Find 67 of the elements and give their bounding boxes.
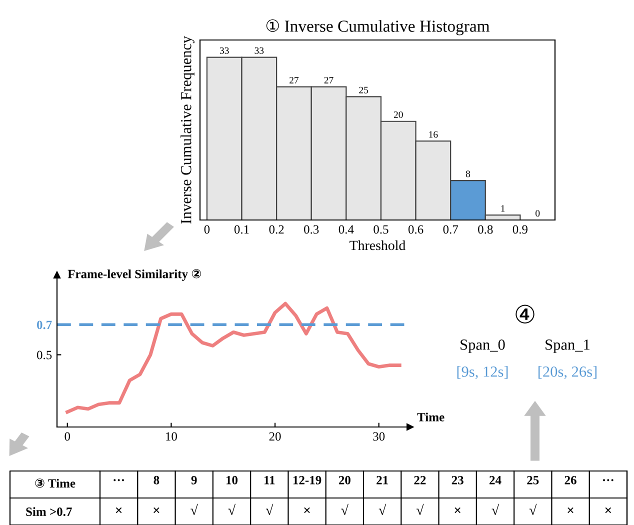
x-tick-label: 30 [373,432,385,441]
text: × [605,507,612,514]
x-tick-label: 22 [414,476,426,484]
x-axis-title: Threshold [350,240,406,250]
x-tick-label: 24 [490,476,502,484]
data-label: 33 [220,47,229,54]
line-series [66,302,402,414]
y-tick-label: 0.7 [36,320,52,330]
text: × [568,507,574,514]
x-tick-label: 0.2 [269,225,284,234]
x-tick-label: 11 [264,476,275,484]
data-label: 8 [466,170,470,178]
x-tick-label: 26 [564,476,576,484]
text: √ [416,504,424,515]
text: Span_0 [460,340,505,353]
data-label: 16 [429,131,438,138]
x-tick-label: ··· [114,479,124,482]
data-label: 1 [501,205,505,212]
text: √ [492,504,500,515]
x-tick-label: 25 [527,476,539,484]
data-label: 27 [324,76,334,84]
x-tick-label: 10 [226,476,238,484]
text: [20s, 26s] [538,366,596,380]
y-tick-label: Sim >0.7 [26,507,72,516]
x-tick-label: 23 [452,476,464,484]
text: √ [378,504,386,515]
x-tick-label: 0.4 [338,225,354,234]
x-tick-label: 0.3 [304,225,319,234]
text: ④ [516,304,534,324]
x-tick-label: 0.8 [478,225,493,234]
x-tick-label: 9 [191,476,197,484]
text: √ [266,504,274,515]
text: × [154,507,160,514]
chart-title: ③ Time [35,478,76,488]
text: √ [190,504,198,515]
x-tick-label: 0 [64,432,70,441]
x-tick-label: 20 [338,476,350,484]
x-tick-label: 10 [166,432,177,441]
x-tick-label: 8 [154,476,160,484]
x-tick-label: 0.1 [234,225,249,234]
x-tick-label: 21 [376,476,388,484]
data-label: 0 [536,210,540,217]
text: [9s, 12s] [457,366,508,380]
chart-title: Frame-level Similarity ② [68,269,202,281]
x-tick-label: 12-19 [293,476,322,484]
x-tick-label: ··· [602,479,614,482]
text: × [116,507,122,514]
y-axis-title: Inverse Cumulative Frequency [180,36,194,224]
x-tick-label: 0.6 [408,225,424,234]
text: √ [341,504,348,515]
text: √ [228,504,236,515]
x-tick-label: 0.9 [512,225,528,234]
data-label: 20 [394,111,403,118]
text: √ [529,504,537,515]
x-axis-title: Time [417,412,444,422]
x-tick-label: 0.5 [374,225,388,234]
x-tick-label: 20 [269,432,281,441]
text: × [304,507,310,514]
x-tick-label: 0 [204,225,210,234]
x-tick-label: 0.7 [443,225,458,234]
y-tick-label: 0.5 [36,350,52,360]
chart-title: ① Inverse Cumulative Histogram [266,19,490,36]
data-label: 27 [290,76,299,84]
text: Span_1 [546,340,590,353]
text: × [454,507,460,514]
data-label: 25 [359,86,368,94]
data-label: 33 [254,47,264,54]
